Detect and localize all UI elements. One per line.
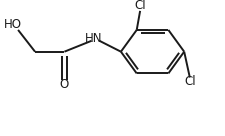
- Text: Cl: Cl: [183, 75, 195, 88]
- Text: Cl: Cl: [134, 0, 145, 12]
- Text: HN: HN: [85, 32, 102, 45]
- Text: HO: HO: [3, 18, 21, 31]
- Text: O: O: [60, 78, 69, 91]
